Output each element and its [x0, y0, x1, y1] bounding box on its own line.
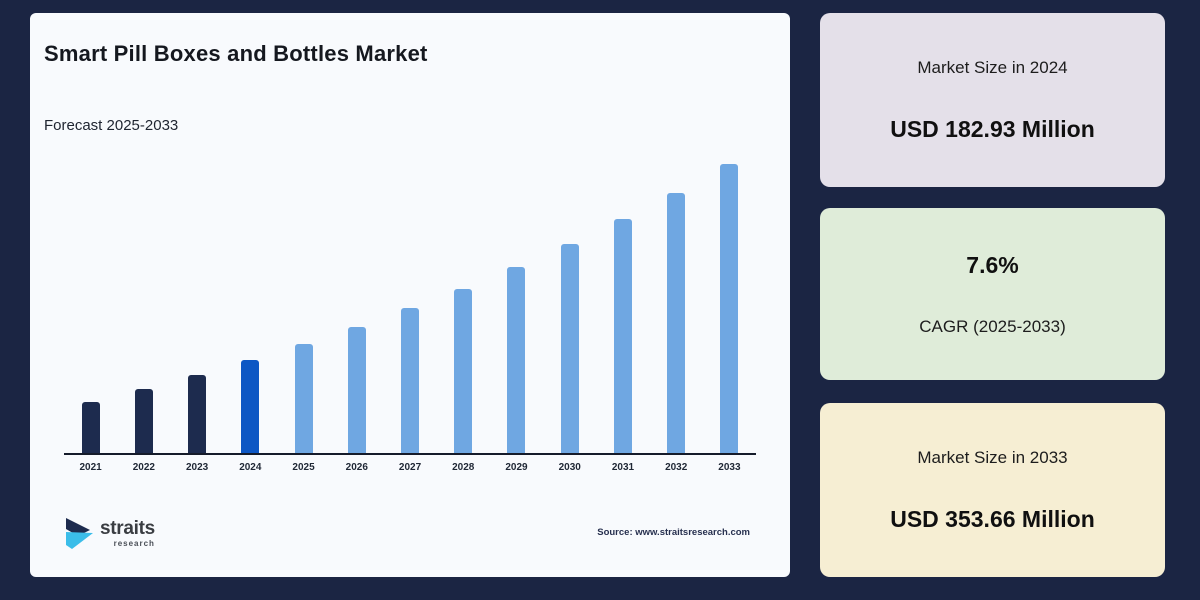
bar-2027: [401, 308, 420, 453]
bar-2025: [294, 344, 313, 453]
bar-2023: [188, 374, 207, 453]
logo-text: straits research: [100, 518, 155, 549]
bar-slot: [650, 153, 703, 453]
stat-label: CAGR (2025-2033): [919, 316, 1066, 336]
bar-2030: [560, 244, 579, 453]
bar-chart-plot: [64, 153, 756, 453]
x-tick-2021: 2021: [79, 462, 102, 473]
bar-slot: [170, 153, 223, 453]
bar-2031: [613, 219, 632, 453]
stat-value: 7.6%: [966, 251, 1019, 278]
logo-name: straits: [100, 518, 155, 539]
bar-slot: [224, 153, 277, 453]
bar-slot: [330, 153, 383, 453]
stat-value: USD 353.66 Million: [890, 505, 1095, 532]
x-tick-2029: 2029: [505, 462, 528, 473]
straits-logo-icon: [66, 518, 93, 549]
bar-slot: [596, 153, 649, 453]
x-axis-tick-labels: 2021 2022 2023 2024 2025 2026 2027 2028 2029 2030…: [64, 462, 756, 473]
chart-title: Smart Pill Boxes and Bottles Market: [44, 41, 428, 66]
bar-2029: [507, 267, 526, 453]
bar-2033: [720, 164, 739, 453]
chart-card: Smart Pill Boxes and Bottles Market Fore…: [30, 13, 790, 577]
bar-2021: [81, 401, 100, 453]
bar-slot: [490, 153, 543, 453]
stat-card-cagr: 7.6% CAGR (2025-2033): [820, 208, 1165, 380]
bar-slot: [703, 153, 756, 453]
x-tick-2032: 2032: [665, 462, 688, 473]
x-tick-2033: 2033: [718, 462, 741, 473]
bar-2024: [241, 360, 260, 453]
chart-subtitle: Forecast 2025-2033: [44, 117, 179, 134]
bar-slot: [437, 153, 490, 453]
stat-label: Market Size in 2024: [917, 57, 1068, 77]
bar-slot: [383, 153, 436, 453]
x-tick-2026: 2026: [345, 462, 368, 473]
logo-subtext: research: [113, 539, 155, 548]
source-attribution: Source: www.straitsresearch.com: [597, 527, 750, 538]
bar-2032: [667, 192, 686, 453]
stat-card-market-size-2024: Market Size in 2024 USD 182.93 Million: [820, 13, 1165, 187]
stat-value: USD 182.93 Million: [890, 115, 1095, 142]
bar-2028: [454, 288, 473, 453]
bar-2026: [347, 326, 366, 453]
bar-slot: [117, 153, 170, 453]
straits-research-logo: straits research: [58, 515, 155, 551]
bar-slot: [543, 153, 596, 453]
x-tick-2023: 2023: [185, 462, 209, 473]
x-tick-2024: 2024: [239, 462, 262, 473]
x-axis-line: [64, 453, 756, 455]
bar-slot: [64, 153, 117, 453]
x-tick-2025: 2025: [292, 462, 315, 473]
stat-label: Market Size in 2033: [917, 447, 1068, 467]
x-tick-2028: 2028: [452, 462, 475, 473]
x-tick-2031: 2031: [611, 462, 635, 473]
bar-slot: [277, 153, 330, 453]
x-tick-2022: 2022: [132, 462, 155, 473]
x-tick-2030: 2030: [558, 462, 581, 473]
stat-card-market-size-2033: Market Size in 2033 USD 353.66 Million: [820, 403, 1165, 577]
bar-2022: [134, 388, 153, 453]
x-tick-2027: 2027: [398, 462, 422, 473]
